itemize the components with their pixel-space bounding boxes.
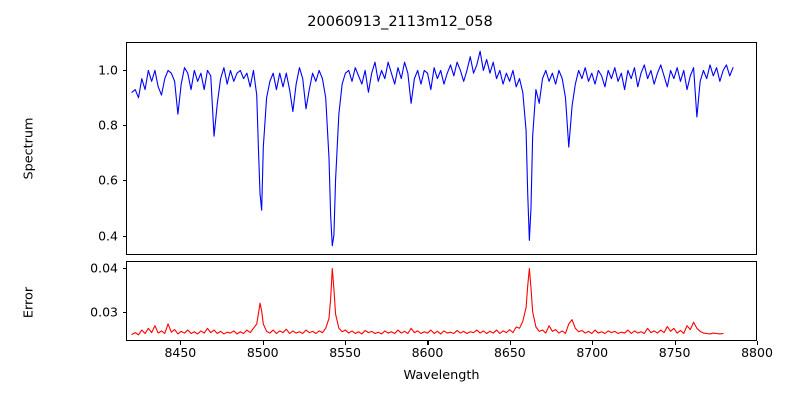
y-tick-mark <box>122 312 126 314</box>
error-plot-panel <box>126 261 757 341</box>
y-tick-mark <box>122 124 126 127</box>
x-tick-label: 8550 <box>329 345 362 360</box>
spectrum-plot-panel <box>126 42 757 255</box>
y-tick-mark <box>122 235 126 237</box>
y-tick-label: 1.0 <box>98 62 118 78</box>
spectrum-axis-label: Spectrum <box>21 117 37 180</box>
y-tick-mark <box>122 267 126 269</box>
x-tick-label: 8600 <box>411 345 444 360</box>
y-tick-label: 0.4 <box>98 228 118 244</box>
error-data-line <box>132 269 723 335</box>
x-tick-mark <box>674 341 676 345</box>
page-title: 20060913_2113m12_058 <box>307 14 493 30</box>
x-tick-mark <box>592 341 594 345</box>
error-line-chart <box>127 262 756 340</box>
x-axis-label: Wavelength <box>403 368 480 383</box>
x-tick-label: 8750 <box>658 345 691 360</box>
spectrum-data-line <box>132 51 733 246</box>
x-tick-mark <box>345 341 347 345</box>
y-tick-label: 0.04 <box>90 260 118 276</box>
x-tick-label: 8650 <box>493 345 526 360</box>
x-tick-label: 8500 <box>246 345 279 360</box>
spectrum-line-chart <box>127 43 756 254</box>
y-tick-mark <box>122 180 126 182</box>
error-axis-label: Error <box>21 286 37 319</box>
x-tick-label: 8450 <box>164 345 197 360</box>
x-tick-label: 8700 <box>576 345 609 360</box>
y-tick-mark <box>122 69 126 71</box>
y-tick-label: 0.8 <box>98 117 118 133</box>
x-tick-mark <box>757 341 759 345</box>
x-tick-mark <box>262 341 264 345</box>
y-tick-label: 0.03 <box>90 304 118 320</box>
x-tick-label: 8800 <box>741 345 773 360</box>
x-tick-mark <box>509 341 511 345</box>
y-tick-label: 0.6 <box>98 172 118 188</box>
x-tick-mark <box>427 341 429 345</box>
x-tick-mark <box>180 341 182 345</box>
